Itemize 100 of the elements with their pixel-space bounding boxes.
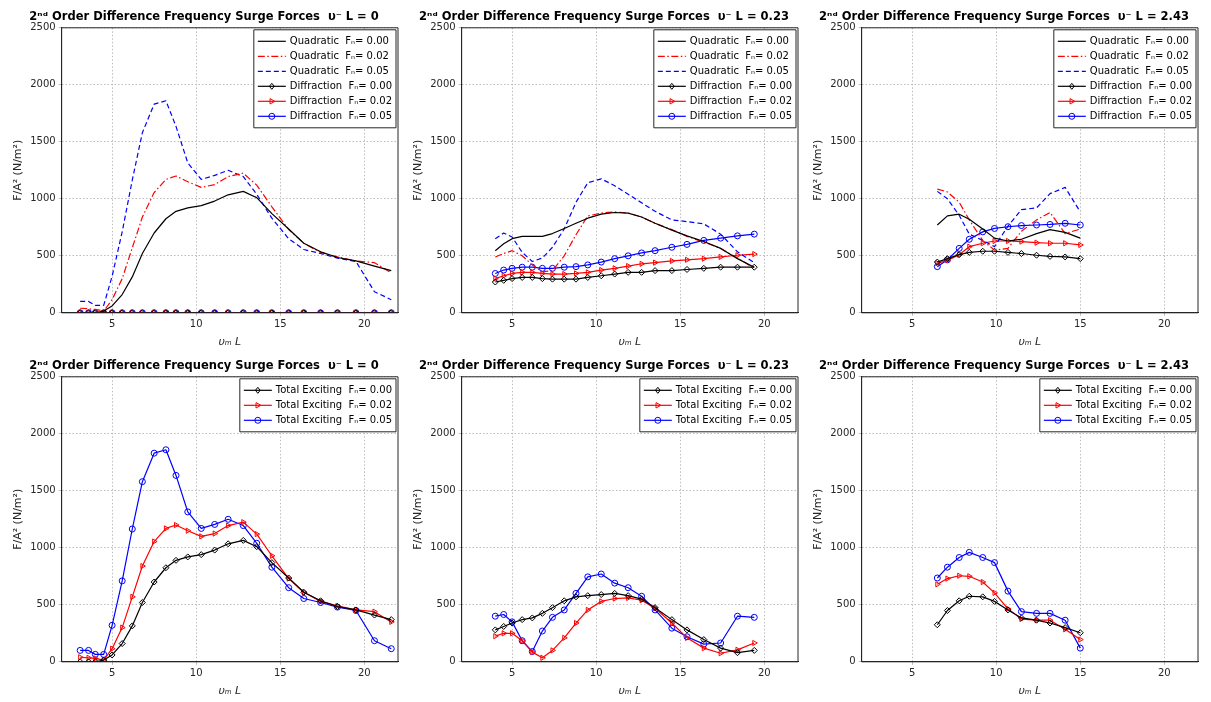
y-axis-title: F/A² (N/m²): [11, 139, 25, 201]
x-tick-label: 10: [989, 667, 1003, 679]
x-tick-label: 10: [589, 318, 603, 330]
y-tick-label: 1500: [830, 135, 856, 147]
y-tick-label: 0: [449, 306, 456, 318]
legend-label: Diffraction Fₙ= 0.00: [689, 79, 793, 91]
y-tick-label: 0: [849, 655, 856, 667]
legend-label: Diffraction Fₙ= 0.05: [1089, 109, 1193, 121]
legend-label: Quadratic Fₙ= 0.00: [689, 34, 789, 46]
y-tick-label: 1000: [430, 192, 456, 204]
y-tick-label: 2500: [430, 21, 456, 33]
x-tick-label: 20: [758, 667, 771, 679]
x-tick-label: 10: [189, 318, 203, 330]
y-tick-label: 1500: [30, 135, 56, 147]
legend-label: Quadratic Fₙ= 0.02: [689, 49, 789, 61]
legend-label: Quadratic Fₙ= 0.02: [1089, 49, 1189, 61]
y-tick-label: 500: [36, 249, 56, 261]
legend-label: Quadratic Fₙ= 0.05: [1089, 64, 1189, 76]
y-tick-label: 2000: [830, 427, 856, 439]
legend-label: Total Exciting Fₙ= 0.05: [1074, 413, 1192, 425]
y-tick-label: 2000: [430, 427, 456, 439]
legend-label: Total Exciting Fₙ= 0.00: [674, 383, 792, 395]
legend-label: Total Exciting Fₙ= 0.00: [274, 383, 392, 395]
legend-label: Quadratic Fₙ= 0.00: [1089, 34, 1189, 46]
y-tick-label: 1500: [430, 135, 456, 147]
x-tick-label: 15: [673, 667, 687, 679]
y-tick-label: 1500: [830, 484, 856, 496]
legend-label: Quadratic Fₙ= 0.05: [689, 64, 789, 76]
x-tick-label: 5: [108, 318, 116, 330]
y-tick-label: 2500: [430, 370, 456, 382]
x-axis-title: υₘ L: [618, 335, 642, 349]
x-tick-label: 15: [273, 318, 287, 330]
y-tick-label: 1500: [430, 484, 456, 496]
y-tick-label: 2000: [830, 78, 856, 90]
y-tick-label: 1000: [830, 192, 856, 204]
y-tick-label: 1000: [30, 192, 56, 204]
y-axis-title: F/A² (N/m²): [411, 139, 425, 201]
x-tick-label: 20: [1158, 318, 1171, 330]
legend-label: Total Exciting Fₙ= 0.05: [674, 413, 792, 425]
legend-label: Total Exciting Fₙ= 0.00: [1074, 383, 1192, 395]
legend-label: Diffraction Fₙ= 0.00: [1089, 79, 1193, 91]
legend-label: Diffraction Fₙ= 0.02: [289, 94, 393, 106]
x-tick-label: 15: [1073, 667, 1087, 679]
y-tick-label: 1000: [30, 541, 56, 553]
y-axis-title: F/A² (N/m²): [11, 488, 25, 550]
x-axis-title: υₘ L: [1018, 684, 1042, 698]
y-tick-label: 2000: [430, 78, 456, 90]
y-tick-label: 2000: [30, 427, 56, 439]
legend-label: Diffraction Fₙ= 0.00: [289, 79, 393, 91]
chart-title: 2ⁿᵈ Order Difference Frequency Surge Forces υ⁻ L = 0: [29, 8, 379, 23]
y-axis-title: F/A² (N/m²): [411, 488, 425, 550]
legend-label: Total Exciting Fₙ= 0.02: [1074, 398, 1192, 410]
y-tick-label: 0: [49, 306, 56, 318]
legend-label: Total Exciting Fₙ= 0.02: [274, 398, 392, 410]
legend-label: Diffraction Fₙ= 0.02: [1089, 94, 1193, 106]
x-tick-label: 20: [358, 667, 371, 679]
legend-label: Total Exciting Fₙ= 0.05: [274, 413, 392, 425]
y-tick-label: 1000: [830, 541, 856, 553]
y-tick-label: 2500: [830, 21, 856, 33]
x-tick-label: 5: [908, 667, 916, 679]
y-axis-title: F/A² (N/m²): [811, 488, 825, 550]
x-tick-label: 20: [1158, 667, 1171, 679]
y-tick-label: 2500: [30, 21, 56, 33]
y-tick-label: 500: [836, 249, 856, 261]
legend-label: Total Exciting Fₙ= 0.02: [674, 398, 792, 410]
x-axis-title: υₘ L: [618, 684, 642, 698]
x-axis-title: υₘ L: [218, 684, 242, 698]
x-axis-title: υₘ L: [218, 335, 242, 349]
y-tick-label: 0: [49, 655, 56, 667]
legend-label: Quadratic Fₙ= 0.05: [289, 64, 389, 76]
x-tick-label: 15: [673, 318, 687, 330]
y-tick-label: 1000: [430, 541, 456, 553]
x-tick-label: 10: [589, 667, 603, 679]
x-tick-label: 20: [758, 318, 771, 330]
chart-title: 2ⁿᵈ Order Difference Frequency Surge Forces υ⁻ L = 0: [29, 357, 379, 372]
x-tick-label: 5: [908, 318, 916, 330]
legend-label: Quadratic Fₙ= 0.02: [289, 49, 389, 61]
x-tick-label: 5: [508, 318, 516, 330]
chart-title: 2ⁿᵈ Order Difference Frequency Surge Forces υ⁻ L = 2.43: [819, 8, 1189, 23]
y-tick-label: 0: [849, 306, 856, 318]
x-tick-label: 5: [508, 667, 516, 679]
x-tick-label: 10: [189, 667, 203, 679]
legend-label: Diffraction Fₙ= 0.05: [689, 109, 793, 121]
x-tick-label: 5: [108, 667, 116, 679]
y-tick-label: 1500: [30, 484, 56, 496]
y-tick-label: 2000: [30, 78, 56, 90]
legend-label: Quadratic Fₙ= 0.00: [289, 34, 389, 46]
y-tick-label: 0: [449, 655, 456, 667]
y-tick-label: 500: [36, 598, 56, 610]
y-tick-label: 500: [436, 249, 456, 261]
chart-title: 2ⁿᵈ Order Difference Frequency Surge Forces υ⁻ L = 0.23: [419, 8, 789, 23]
y-tick-label: 2500: [830, 370, 856, 382]
y-tick-label: 500: [436, 598, 456, 610]
x-tick-label: 10: [989, 318, 1003, 330]
y-tick-label: 500: [836, 598, 856, 610]
legend-label: Diffraction Fₙ= 0.02: [689, 94, 793, 106]
y-tick-label: 2500: [30, 370, 56, 382]
chart-title: 2ⁿᵈ Order Difference Frequency Surge Forces υ⁻ L = 0.23: [419, 357, 789, 372]
x-axis-title: υₘ L: [1018, 335, 1042, 349]
x-tick-label: 15: [273, 667, 287, 679]
